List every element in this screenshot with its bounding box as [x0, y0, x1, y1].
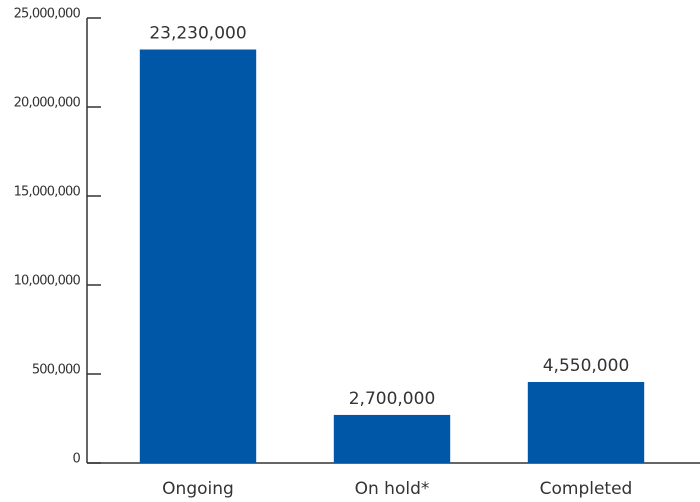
bar [139, 49, 257, 463]
y-tick-label: 20,000,000 [14, 96, 81, 111]
bar [333, 414, 451, 463]
x-tick-label: On hold* [355, 479, 430, 499]
y-tick-label: 0 [73, 452, 81, 467]
x-tick-label: Ongoing [162, 479, 234, 499]
y-tick-label: 25,000,000 [14, 7, 81, 22]
y-tick-label: 15,000,000 [14, 185, 81, 200]
value-label: 23,230,000 [149, 24, 246, 44]
y-tick-label: 500,000 [32, 363, 81, 378]
bar [527, 382, 645, 463]
value-label: 4,550,000 [543, 356, 630, 376]
y-tick-label: 10,000,000 [14, 274, 81, 289]
x-tick-label: Completed [540, 479, 633, 499]
value-label: 2,700,000 [349, 389, 436, 409]
